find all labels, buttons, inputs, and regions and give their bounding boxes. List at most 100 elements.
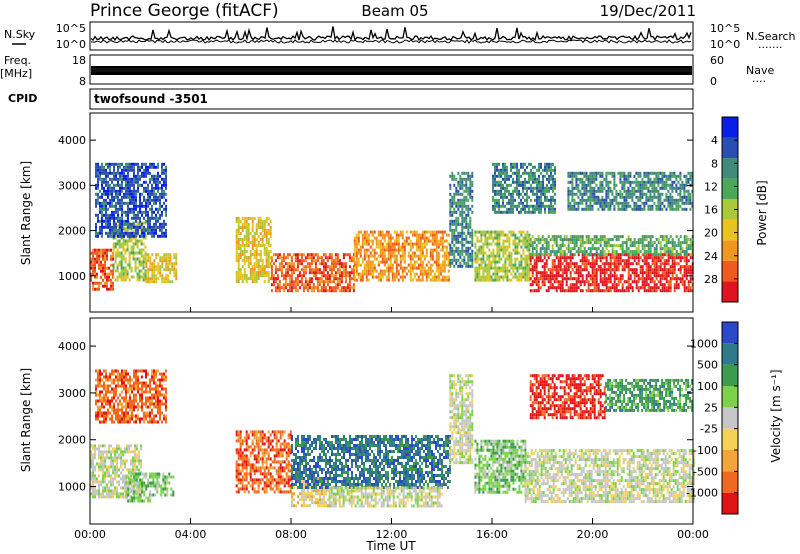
heatmap-cell bbox=[113, 216, 115, 220]
heatmap-cell bbox=[101, 231, 103, 235]
heatmap-cell bbox=[165, 186, 167, 190]
heatmap-cell bbox=[530, 183, 532, 187]
heatmap-cell bbox=[129, 177, 131, 181]
heatmap-cell bbox=[677, 277, 680, 281]
heatmap-cell bbox=[127, 183, 129, 187]
heatmap-cell bbox=[296, 277, 299, 281]
heatmap-cell bbox=[687, 280, 690, 284]
heatmap-cell bbox=[435, 254, 438, 258]
heatmap-cell bbox=[463, 255, 466, 259]
heatmap-cell bbox=[488, 266, 491, 270]
heatmap-cell bbox=[139, 216, 141, 220]
heatmap-cell bbox=[585, 177, 588, 181]
heatmap-cell bbox=[649, 192, 652, 196]
heatmap-cell bbox=[127, 219, 129, 223]
heatmap-cell bbox=[529, 256, 532, 260]
heatmap-cell bbox=[389, 248, 392, 252]
heatmap-cell bbox=[385, 275, 388, 279]
heatmap-cell bbox=[449, 183, 452, 187]
heatmap-cell bbox=[387, 269, 390, 273]
heatmap-cell bbox=[677, 244, 680, 248]
heatmap-cell bbox=[552, 207, 554, 211]
heatmap-cell bbox=[363, 266, 366, 270]
heatmap-cell bbox=[635, 201, 638, 205]
heatmap-cell bbox=[633, 271, 636, 275]
heatmap-cell bbox=[524, 272, 527, 276]
heatmap-cell bbox=[593, 253, 596, 257]
noise-left-tick-top: 10^5 bbox=[56, 22, 86, 35]
heatmap-cell bbox=[245, 217, 248, 220]
heatmap-cell bbox=[290, 265, 293, 269]
heatmap-cell bbox=[633, 204, 636, 208]
heatmap-cell bbox=[506, 183, 508, 187]
heatmap-cell bbox=[492, 198, 494, 202]
heatmap-cell bbox=[655, 180, 658, 184]
heatmap-cell bbox=[127, 207, 129, 211]
heatmap-cell bbox=[504, 165, 506, 169]
heatmap-cell bbox=[107, 234, 109, 238]
heatmap-cell bbox=[381, 254, 384, 258]
heatmap-cell bbox=[425, 275, 428, 279]
heatmap-cell bbox=[265, 256, 268, 259]
heatmap-cell bbox=[137, 231, 139, 235]
heatmap-cell bbox=[105, 177, 107, 181]
heatmap-cell bbox=[312, 271, 315, 275]
heatmap-cell bbox=[516, 183, 518, 187]
heatmap-cell bbox=[111, 177, 113, 181]
heatmap-cell bbox=[599, 174, 602, 178]
heatmap-cell bbox=[512, 207, 514, 211]
heatmap-cell bbox=[623, 183, 626, 187]
heatmap-cell bbox=[100, 263, 102, 267]
heatmap-cell bbox=[263, 247, 266, 250]
heatmap-cell bbox=[520, 233, 523, 237]
heatmap-cell bbox=[127, 189, 129, 193]
heatmap-cell bbox=[99, 210, 101, 214]
heatmap-cell bbox=[514, 180, 516, 184]
heatmap-cell bbox=[90, 263, 92, 267]
heatmap-cell bbox=[683, 283, 686, 287]
heatmap-cell bbox=[109, 213, 111, 217]
heatmap-cell bbox=[461, 252, 464, 256]
heatmap-cell bbox=[625, 204, 628, 208]
heatmap-cell bbox=[135, 216, 137, 220]
heatmap-cell bbox=[437, 263, 440, 267]
heatmap-cell bbox=[490, 236, 493, 240]
heatmap-cell bbox=[334, 256, 337, 260]
heatmap-cell bbox=[514, 165, 516, 169]
heatmap-cell bbox=[677, 283, 680, 287]
heatmap-cell bbox=[651, 183, 654, 187]
heatmap-cell bbox=[567, 244, 570, 248]
heatmap-cell bbox=[371, 263, 374, 267]
heatmap-cell bbox=[383, 233, 386, 237]
heatmap-cell bbox=[431, 278, 434, 282]
heatmap-cell bbox=[455, 201, 458, 205]
heatmap-cell bbox=[643, 256, 646, 260]
heatmap-cell bbox=[537, 277, 540, 281]
heatmap-cell bbox=[237, 241, 240, 244]
heatmap-cell bbox=[344, 265, 347, 269]
heatmap-cell bbox=[520, 183, 522, 187]
heatmap-cell bbox=[127, 168, 129, 172]
heatmap-cell bbox=[471, 204, 474, 208]
heatmap-cell bbox=[316, 253, 319, 257]
heatmap-cell bbox=[528, 254, 531, 258]
heatmap-cell bbox=[559, 283, 562, 287]
heatmap-cell bbox=[151, 225, 153, 229]
heatmap-cell bbox=[488, 233, 491, 237]
heatmap-cell bbox=[451, 174, 454, 178]
heatmap-cell bbox=[645, 265, 648, 269]
heatmap-cell bbox=[615, 192, 618, 196]
heatmap-cell bbox=[653, 183, 656, 187]
heatmap-cell bbox=[520, 257, 523, 261]
heatmap-cell bbox=[405, 266, 408, 270]
heatmap-cell bbox=[579, 180, 582, 184]
heatmap-cell bbox=[425, 272, 428, 276]
heatmap-cell bbox=[537, 271, 540, 275]
heatmap-cell bbox=[423, 272, 426, 276]
heatmap-cell bbox=[330, 253, 333, 257]
heatmap-cell bbox=[344, 262, 347, 266]
heatmap-cell bbox=[571, 268, 574, 272]
heatmap-cell bbox=[465, 249, 468, 253]
heatmap-cell bbox=[522, 230, 525, 234]
heatmap-cell bbox=[585, 253, 588, 257]
